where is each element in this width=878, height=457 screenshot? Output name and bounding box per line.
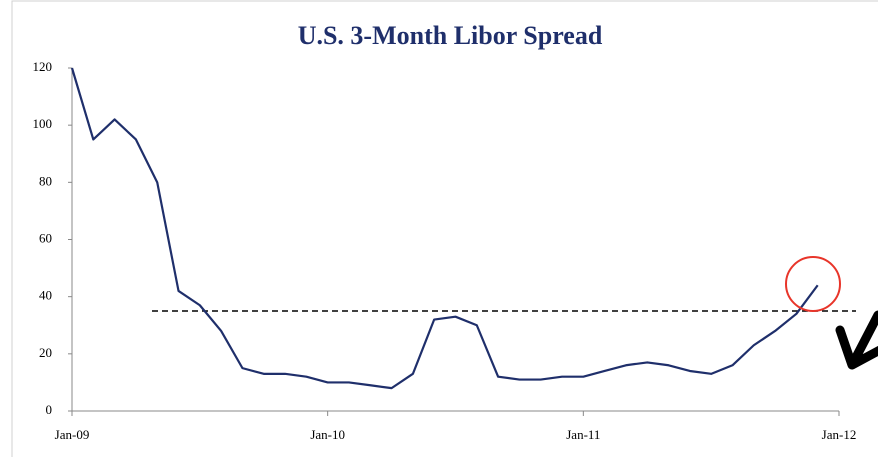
x-tick-label: Jan-12 — [822, 427, 857, 442]
plot: 0 20 40 60 80 100 120 Jan-09 Jan-10 Jan-11 Jan-12 — [33, 59, 857, 442]
x-tick-label: Jan-11 — [566, 427, 600, 442]
y-tick-label: 60 — [39, 230, 52, 245]
x-tick-label: Jan-10 — [310, 427, 345, 442]
y-tick-label: 100 — [33, 116, 53, 131]
chart-title: U.S. 3-Month Libor Spread — [298, 21, 603, 50]
x-tick-label: Jan-09 — [55, 427, 90, 442]
highlight-circle — [785, 256, 841, 312]
arrow — [835, 310, 878, 370]
y-tick-label: 80 — [39, 173, 52, 188]
line — [70, 67, 819, 390]
frame — [11, 0, 878, 457]
y-tick-label: 20 — [39, 345, 52, 360]
y-tick-label: 0 — [46, 402, 53, 417]
y-tick-label: 120 — [33, 59, 53, 74]
y-tick-label: 40 — [39, 288, 52, 303]
